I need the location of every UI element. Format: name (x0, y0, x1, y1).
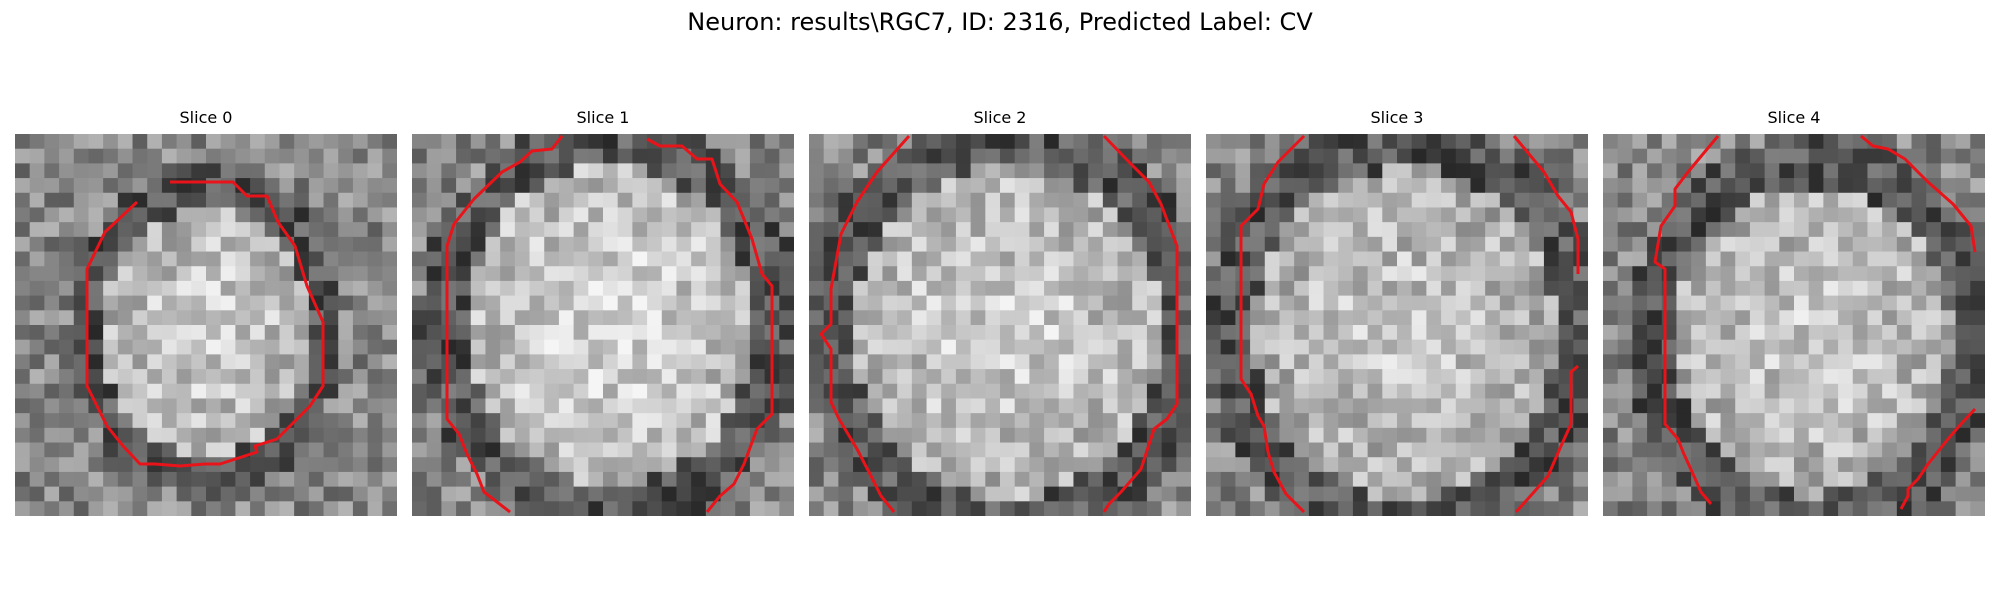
figure-title: Neuron: results\RGC7, ID: 2316, Predicte… (687, 8, 1313, 36)
slice-title: Slice 4 (1767, 108, 1821, 127)
soma-contour (1653, 135, 1720, 505)
slice-image (1603, 134, 1985, 516)
slice-panel-2: Slice 2 (809, 108, 1191, 516)
slice-title: Slice 2 (973, 108, 1027, 127)
soma-contour (1239, 134, 1306, 514)
slice-title: Slice 3 (1370, 108, 1424, 127)
soma-contour (819, 135, 911, 513)
soma-contour (85, 180, 325, 468)
slice-title: Slice 1 (576, 108, 630, 127)
soma-contour (1860, 134, 1977, 253)
soma-contour (1512, 135, 1580, 274)
slice-panel-4: Slice 4 (1603, 108, 1985, 516)
slice-panel-3: Slice 3 (1206, 108, 1588, 516)
soma-contour (445, 135, 564, 514)
slice-panel-0: Slice 0 (15, 108, 397, 516)
soma-contour (1102, 134, 1179, 513)
slice-image (412, 134, 794, 516)
slice-image (15, 134, 397, 516)
slice-image (1206, 134, 1588, 516)
soma-contour (646, 137, 774, 513)
soma-contour (1899, 407, 1977, 510)
slice-title: Slice 0 (179, 108, 233, 127)
slice-panel-1: Slice 1 (412, 108, 794, 516)
slice-image (809, 134, 1191, 516)
soma-contour (1514, 364, 1579, 514)
